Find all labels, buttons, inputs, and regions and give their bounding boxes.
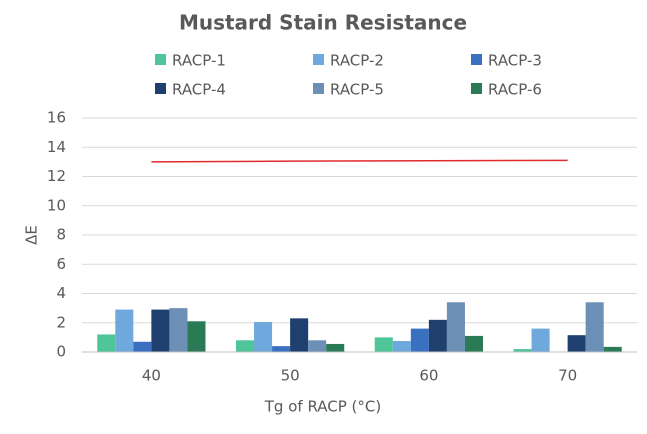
bar <box>187 321 206 352</box>
bar <box>133 341 152 352</box>
bar <box>567 335 586 352</box>
legend-swatch <box>471 83 482 94</box>
bar <box>169 308 188 352</box>
x-tick-label: 50 <box>281 367 300 385</box>
y-tick-label: 10 <box>47 196 66 214</box>
bar <box>308 340 327 352</box>
bar <box>326 343 345 352</box>
bar <box>374 337 393 352</box>
bar <box>603 346 622 352</box>
bar <box>513 349 532 352</box>
legend-label: RACP-5 <box>330 81 384 99</box>
legend-swatch <box>155 83 166 94</box>
bar <box>290 318 309 352</box>
legend-swatch <box>313 83 324 94</box>
bar <box>115 309 134 352</box>
legend-swatch <box>471 54 482 65</box>
x-tick-label: 60 <box>419 367 438 385</box>
y-tick-label: 8 <box>56 226 66 244</box>
bar <box>446 302 465 352</box>
y-tick-label: 14 <box>47 138 66 156</box>
bar <box>272 346 291 352</box>
legend-swatch <box>313 54 324 65</box>
bar <box>428 319 447 352</box>
bar <box>236 340 255 352</box>
y-tick-label: 6 <box>56 255 66 273</box>
y-tick-label: 4 <box>56 284 66 302</box>
bar <box>464 335 483 352</box>
bar <box>585 302 604 352</box>
x-axis-label: Tg of RACP (°C) <box>264 398 381 416</box>
y-tick-label: 2 <box>56 313 66 331</box>
bar <box>151 309 170 352</box>
y-tick-label: 0 <box>56 343 66 361</box>
x-tick-label: 40 <box>142 367 161 385</box>
reference-line <box>151 159 568 163</box>
bar <box>392 341 411 352</box>
bar <box>531 328 550 352</box>
y-tick-label: 16 <box>47 109 66 127</box>
legend-swatch <box>155 54 166 65</box>
y-axis-label: ΔE <box>23 225 41 245</box>
bar <box>97 334 116 352</box>
chart-title: Mustard Stain Resistance <box>179 11 467 35</box>
legend-label: RACP-4 <box>172 81 226 99</box>
legend-label: RACP-1 <box>172 52 226 70</box>
y-tick-label: 12 <box>47 167 66 185</box>
bar <box>254 322 273 352</box>
x-tick-label: 70 <box>558 367 577 385</box>
legend-label: RACP-3 <box>488 52 542 70</box>
legend-label: RACP-2 <box>330 52 384 70</box>
bar <box>410 328 429 352</box>
legend-label: RACP-6 <box>488 81 542 99</box>
